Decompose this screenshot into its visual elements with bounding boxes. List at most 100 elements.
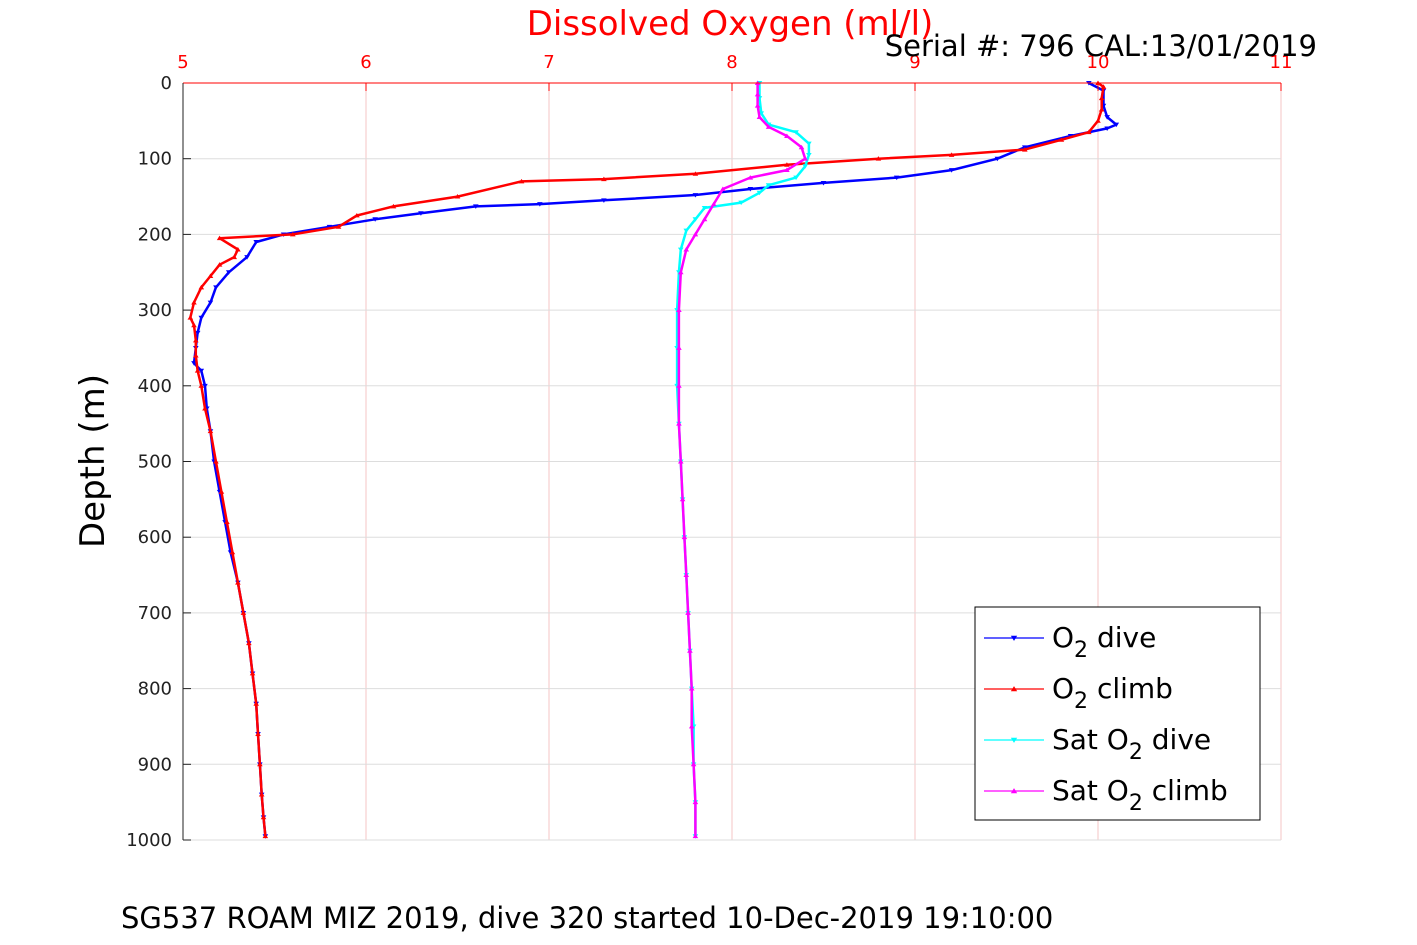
o2_climb-point	[262, 833, 269, 839]
o2_dive-point	[198, 315, 205, 321]
o2_climb-point	[193, 337, 199, 343]
x-tick-label: 6	[360, 52, 371, 73]
x-tick-label: 10	[1087, 52, 1110, 73]
o2_climb-point	[1095, 118, 1101, 123]
y-tick-label: 400	[138, 376, 172, 397]
y-tick-label: 0	[161, 73, 172, 94]
o2_climb-point	[191, 322, 197, 328]
y-tick-label: 1000	[126, 830, 172, 851]
legend-label-sat_dive: Sat O2 dive	[1052, 723, 1211, 765]
o2_dive-point	[202, 383, 208, 389]
o2_climb-point	[875, 156, 882, 161]
series-sat_climb	[676, 80, 808, 839]
legend-label-o2_climb: O2 climb	[1052, 672, 1173, 714]
o2_dive-point	[194, 330, 201, 336]
o2_climb-point	[198, 383, 205, 388]
o2_dive-point	[747, 187, 754, 192]
sat_climb-point	[690, 761, 697, 767]
o2_climb-point	[601, 176, 607, 182]
o2_climb-point	[1098, 95, 1105, 101]
o2_dive-point	[994, 156, 1001, 162]
sat_dive-point	[806, 152, 812, 158]
o2_dive-point	[225, 270, 232, 275]
o2_climb-point	[246, 640, 252, 646]
o2_climb-point	[390, 203, 397, 209]
o2_climb-point	[257, 761, 263, 767]
sat_climb-point	[677, 269, 684, 275]
sat_climb-point	[683, 572, 690, 578]
sat_climb-point	[765, 124, 772, 129]
o2_climb-point	[216, 235, 223, 241]
sat_climb-point	[754, 91, 761, 97]
o2_climb-point	[187, 315, 194, 320]
chart-subtitle: Serial #: 796 CAL:13/01/2019	[885, 29, 1317, 63]
legend: O2 dive O2 climb Sat O2 dive Sat O2 climb	[974, 606, 1261, 821]
o2_climb-point	[784, 162, 790, 167]
sat_climb-point	[676, 383, 682, 388]
sat_climb-point	[679, 496, 686, 502]
sat_dive-point	[793, 175, 799, 181]
sat_dive-point	[756, 190, 763, 196]
o2_climb-point	[193, 353, 199, 358]
o2_dive-point	[601, 198, 607, 203]
o2_climb-point	[207, 428, 214, 434]
sat_dive-point	[683, 228, 690, 234]
o2_dive-point	[473, 204, 479, 209]
x-tick-label: 9	[909, 52, 920, 73]
o2_climb-point	[518, 178, 525, 184]
legend-swatch-marker-sat_climb	[1010, 788, 1018, 794]
sat_climb-point	[692, 799, 699, 805]
o2_dive-point	[1104, 126, 1110, 131]
legend-label-o2_dive: O2 dive	[1052, 621, 1156, 663]
legend-swatch-marker-o2_climb	[1010, 686, 1018, 692]
o2_dive-point	[198, 368, 205, 374]
chart-title: Dissolved Oxygen (ml/l)	[527, 4, 934, 44]
y-tick-label: 600	[138, 527, 172, 548]
sat_climb-point	[701, 216, 708, 222]
o2_dive-point	[1104, 115, 1110, 120]
grid	[182, 82, 1282, 841]
sat_climb-point	[798, 144, 805, 150]
o2_climb-line	[189, 81, 1105, 837]
sat_climb-point	[747, 175, 754, 180]
sat_climb-point	[692, 833, 699, 839]
o2_climb-point	[235, 247, 241, 252]
o2_climb-point	[202, 405, 208, 411]
sat_climb-point	[756, 114, 763, 120]
sat_climb-point	[685, 610, 691, 615]
o2_dive-point	[207, 300, 214, 306]
o2_climb-point	[290, 231, 296, 237]
o2_dive-point	[244, 255, 250, 260]
sat_climb-point	[754, 103, 761, 108]
x-tick-label: 8	[726, 52, 737, 73]
o2_climb-point	[194, 368, 201, 373]
o2_climb-point	[191, 300, 197, 305]
sat_dive-point	[802, 164, 808, 169]
sat_climb-point	[676, 421, 682, 426]
o2_dive-point	[948, 168, 955, 173]
o2_climb-point	[258, 792, 265, 797]
o2_climb-point	[231, 254, 238, 260]
sat_climb-point	[784, 167, 790, 173]
o2_climb-point	[198, 284, 205, 290]
o2_dive-point	[692, 193, 699, 198]
o2_climb-point	[255, 731, 261, 736]
sat_climb-point	[802, 156, 808, 161]
sat_dive-point	[692, 217, 699, 222]
y-axis-label: Depth (m)	[73, 374, 113, 548]
sat_dive-point	[701, 205, 708, 211]
sat_climb-point	[683, 247, 690, 252]
y-tick-label: 100	[138, 149, 172, 170]
legend-swatch-marker-sat_dive	[1010, 737, 1018, 743]
o2_climb-point	[1098, 106, 1105, 112]
o2_climb-point	[240, 610, 247, 615]
o2_climb-point	[1022, 147, 1028, 152]
sat_climb-point	[692, 231, 699, 237]
o2_dive-point	[820, 180, 827, 186]
o2_dive-point	[213, 285, 219, 290]
legend-box	[974, 606, 1261, 821]
y-tick-label: 800	[138, 679, 172, 700]
o2_climb-point	[235, 580, 241, 585]
sat_dive-point	[765, 183, 772, 188]
o2_climb-point	[224, 519, 230, 525]
